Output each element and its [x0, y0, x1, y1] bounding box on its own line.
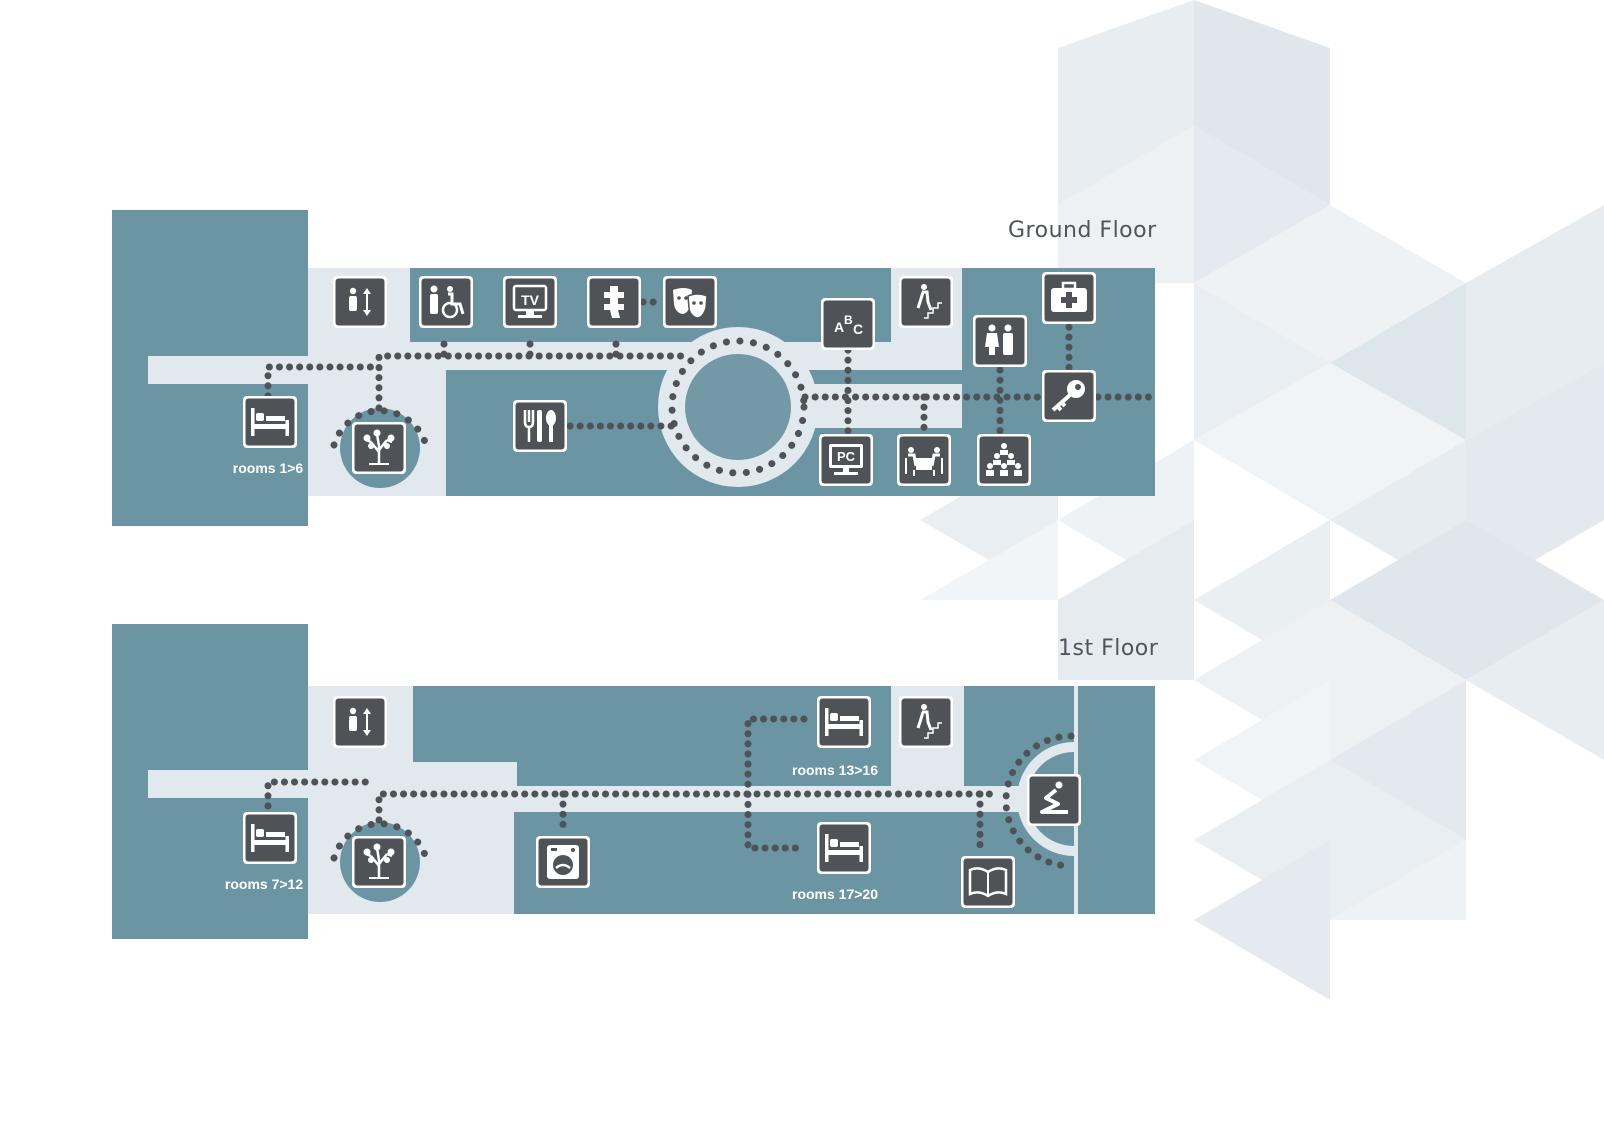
library-book-icon[interactable] [961, 856, 1015, 908]
abc-reading-icon[interactable]: A B C [821, 298, 875, 350]
elevator-icon[interactable] [333, 696, 387, 748]
room-label: rooms 13>16 [792, 762, 878, 778]
restroom-accessible-icon[interactable] [419, 276, 473, 328]
kids-play-icon[interactable] [587, 276, 641, 328]
elevator-icon[interactable] [333, 276, 387, 328]
stairs-icon[interactable] [899, 696, 953, 748]
first-aid-icon[interactable] [1042, 272, 1096, 324]
room-label: rooms 17>20 [792, 886, 878, 902]
restroom-icon[interactable] [973, 315, 1027, 367]
room-label: rooms 1>6 [233, 460, 304, 476]
svg-text:TV: TV [521, 292, 540, 308]
svg-text:C: C [853, 321, 863, 337]
floor-title-ground: Ground Floor [1008, 218, 1157, 243]
pc-icon[interactable]: PC [819, 434, 873, 486]
bed-icon[interactable] [817, 822, 871, 874]
garden-tree-icon[interactable] [352, 836, 406, 888]
room-label: rooms 7>12 [225, 876, 303, 892]
laundry-icon[interactable] [536, 836, 590, 888]
stairs-icon[interactable] [899, 276, 953, 328]
conference-room-icon[interactable] [977, 434, 1031, 486]
floor-title-first: 1st Floor [1058, 636, 1159, 661]
bed-icon[interactable] [243, 812, 297, 864]
reception-key-icon[interactable] [1042, 370, 1096, 422]
garden-tree-icon[interactable] [352, 422, 406, 474]
meeting-table-icon[interactable] [897, 434, 951, 486]
theater-masks-icon[interactable] [663, 276, 717, 328]
prayer-room-icon[interactable] [1027, 774, 1081, 826]
bed-icon[interactable] [243, 396, 297, 448]
svg-text:PC: PC [837, 449, 856, 464]
svg-text:B: B [844, 313, 853, 327]
svg-text:A: A [834, 319, 844, 335]
hexagon-background [920, 0, 1604, 1000]
restaurant-icon[interactable] [513, 400, 567, 452]
tv-icon[interactable]: TV [503, 276, 557, 328]
bed-icon[interactable] [817, 696, 871, 748]
